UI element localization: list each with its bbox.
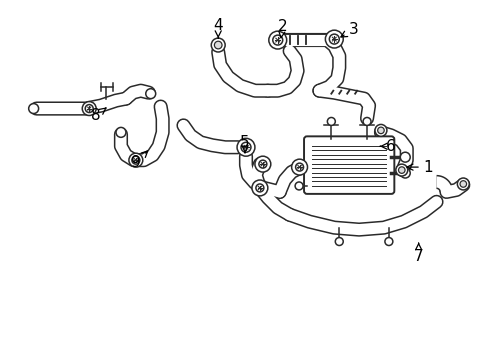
Text: 8: 8 bbox=[91, 108, 106, 123]
Circle shape bbox=[241, 142, 251, 152]
Circle shape bbox=[378, 127, 384, 134]
Circle shape bbox=[146, 89, 156, 99]
Circle shape bbox=[398, 167, 405, 174]
Text: 3: 3 bbox=[341, 22, 359, 37]
Circle shape bbox=[85, 105, 93, 113]
Circle shape bbox=[400, 168, 410, 178]
Circle shape bbox=[269, 31, 287, 49]
Circle shape bbox=[375, 125, 387, 136]
Circle shape bbox=[256, 184, 264, 192]
Circle shape bbox=[400, 152, 410, 162]
Circle shape bbox=[363, 117, 371, 125]
Circle shape bbox=[292, 159, 308, 175]
Text: 7: 7 bbox=[414, 243, 423, 264]
Circle shape bbox=[329, 34, 339, 44]
Text: 4: 4 bbox=[214, 18, 223, 38]
Text: 6: 6 bbox=[380, 139, 396, 154]
Text: 2: 2 bbox=[278, 19, 288, 38]
Circle shape bbox=[129, 153, 143, 167]
Text: 9: 9 bbox=[131, 151, 147, 170]
Circle shape bbox=[457, 178, 469, 190]
FancyBboxPatch shape bbox=[304, 136, 394, 194]
Circle shape bbox=[327, 117, 335, 125]
Circle shape bbox=[295, 182, 303, 190]
Circle shape bbox=[255, 156, 271, 172]
Circle shape bbox=[460, 181, 466, 187]
Circle shape bbox=[325, 30, 343, 48]
Text: 1: 1 bbox=[407, 159, 433, 175]
Circle shape bbox=[396, 164, 408, 176]
Circle shape bbox=[116, 127, 126, 137]
Circle shape bbox=[29, 104, 39, 113]
Circle shape bbox=[295, 163, 303, 171]
Circle shape bbox=[132, 156, 140, 164]
Circle shape bbox=[211, 38, 225, 52]
Circle shape bbox=[259, 160, 267, 168]
Circle shape bbox=[252, 180, 268, 196]
Circle shape bbox=[237, 138, 255, 156]
Circle shape bbox=[335, 238, 343, 246]
Text: 5: 5 bbox=[240, 135, 250, 153]
Circle shape bbox=[273, 35, 283, 45]
Circle shape bbox=[215, 41, 222, 49]
Circle shape bbox=[82, 102, 96, 116]
Circle shape bbox=[385, 238, 393, 246]
